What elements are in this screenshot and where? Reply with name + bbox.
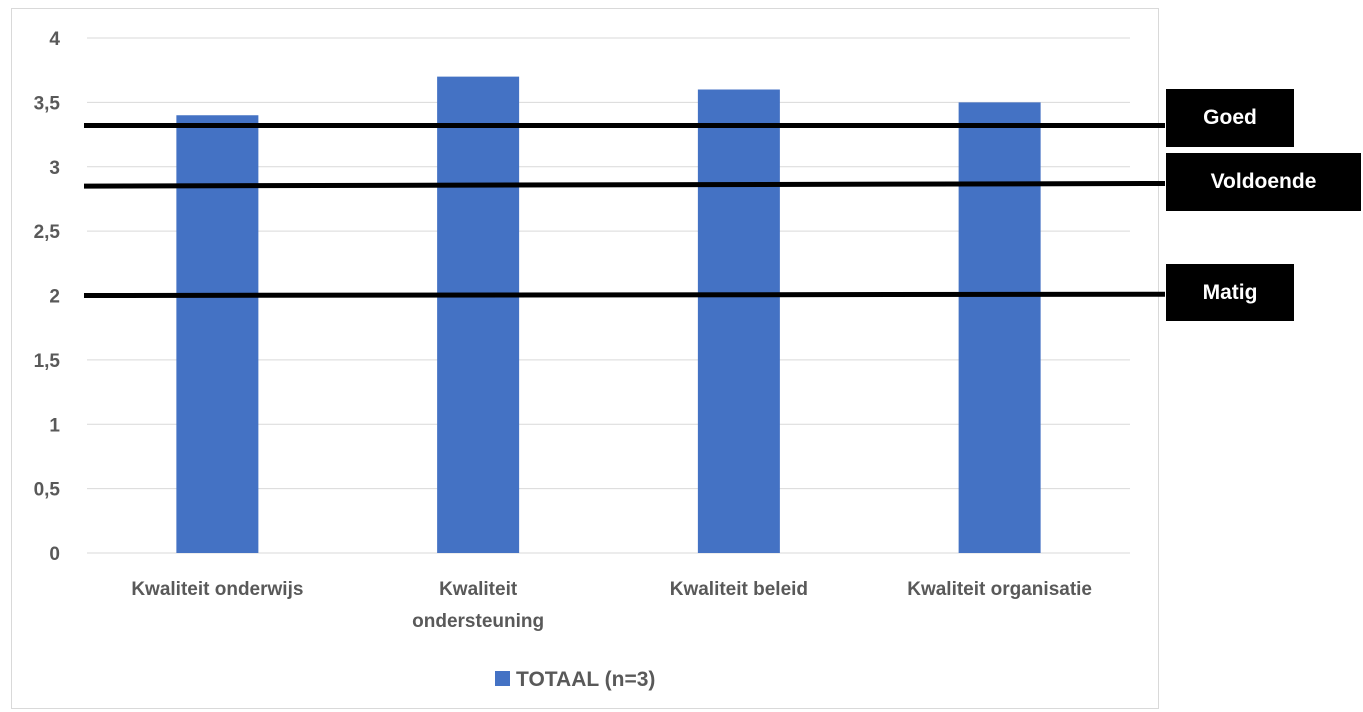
y-tick-label: 1 [49,415,60,436]
band-label-goed: Goed [1166,89,1294,147]
y-tick-label: 3 [49,158,60,179]
bar [958,102,1041,553]
reference-line [83,180,1166,189]
x-tick-label: Kwaliteit ondersteuning [412,579,544,632]
y-tick-label: 0 [49,544,60,565]
legend-swatch [495,671,510,686]
band-label-voldoende: Voldoende [1166,153,1361,211]
y-tick-label: 1,5 [34,351,61,372]
x-tick-label: Kwaliteit beleid [670,579,808,600]
band-label-matig: Matig [1166,264,1294,321]
bar [437,76,520,553]
y-tick-label: 2,5 [34,222,61,243]
bar [697,89,780,553]
legend-label: TOTAAL (n=3) [516,668,655,691]
x-tick-label: Kwaliteit onderwijs [131,579,303,600]
x-tick-label: Kwaliteit organisatie [907,579,1092,600]
y-tick-label: 4 [49,29,60,50]
y-tick-label: 3,5 [34,93,61,114]
y-tick-label: 2 [49,287,60,308]
bar [176,115,259,553]
y-tick-label: 0,5 [34,480,61,501]
reference-line [83,291,1166,298]
